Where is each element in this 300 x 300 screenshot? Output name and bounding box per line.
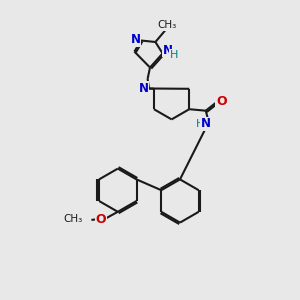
- Text: N: N: [139, 82, 149, 95]
- Text: O: O: [216, 94, 227, 108]
- Text: N: N: [130, 33, 141, 46]
- Text: H: H: [196, 118, 205, 129]
- Text: CH₃: CH₃: [157, 20, 176, 30]
- Text: H: H: [170, 50, 178, 60]
- Text: CH₃: CH₃: [64, 214, 83, 224]
- Text: N: N: [163, 44, 173, 57]
- Text: N: N: [201, 117, 211, 130]
- Text: O: O: [96, 213, 106, 226]
